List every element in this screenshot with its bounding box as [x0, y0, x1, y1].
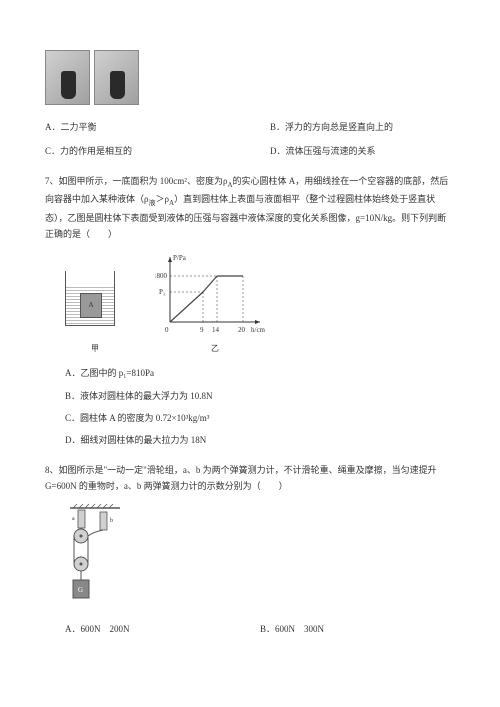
svg-text:1800: 1800: [155, 272, 168, 280]
svg-text:20: 20: [238, 326, 246, 334]
svg-text:a: a: [72, 516, 75, 522]
svg-text:9: 9: [200, 326, 204, 334]
q7-fig1-label: 甲: [65, 343, 125, 356]
q7-fig2-label: 乙: [155, 343, 275, 356]
q8-options-row: A．600N 200N B．600N 300N: [45, 622, 455, 636]
q8-option-a: A．600N 200N: [45, 622, 260, 636]
q7-figure-jia-wrap: A 甲: [65, 271, 125, 356]
q7-option-a: A．乙图中的 p₁=810Pa: [65, 366, 455, 380]
q7-option-b: B．液体对圆柱体的最大浮力为 10.8N: [65, 389, 455, 403]
q7-figure-yi-wrap: P/Pa h/cm 1800 P₁ 9 14 20 0 乙: [155, 252, 275, 356]
svg-text:14: 14: [212, 326, 220, 334]
q7-figure-jia: A: [65, 271, 125, 341]
q7-stem: 7、如图甲所示，一底面积为 100cm²、密度为ρA的实心圆柱体 A，用细线拴在…: [45, 173, 455, 242]
q7-option-d: D．细线对圆柱体的最大拉力为 18N: [65, 433, 455, 447]
q6-photo-1: [45, 50, 90, 105]
q7-figure-row: A 甲 P/Pa h/cm 1800 P₁ 9 14 20 0: [65, 252, 455, 356]
svg-text:P₁: P₁: [159, 288, 165, 296]
q8-pulley-figure: a b G: [65, 502, 135, 612]
svg-text:G: G: [78, 586, 83, 594]
svg-text:0: 0: [165, 326, 169, 334]
q8-option-b: B．600N 300N: [260, 622, 455, 636]
q8-stem: 8、如图所示是"一动一定"滑轮组，a、b 为两个弹簧测力计，不计滑轮重、绳重及摩…: [45, 462, 455, 494]
q6-option-c: C．力的作用是相互的: [45, 144, 230, 158]
q6-option-b: B．浮力的方向总是竖直向上的: [230, 120, 455, 134]
q7-option-c: C．圆柱体 A 的密度为 0.72×10³kg/m³: [65, 411, 455, 425]
svg-text:P/Pa: P/Pa: [173, 254, 187, 262]
q6-options-row-1: A．二力平衡 B．浮力的方向总是竖直向上的: [45, 120, 455, 134]
q6-options-row-2: C．力的作用是相互的 D．流体压强与流速的关系: [45, 144, 455, 158]
q6-image-row: [45, 50, 455, 105]
q6-option-a: A．二力平衡: [45, 120, 230, 134]
svg-text:h/cm: h/cm: [251, 326, 266, 334]
q7-graph: P/Pa h/cm 1800 P₁ 9 14 20 0: [155, 252, 275, 337]
q6-option-d: D．流体压强与流速的关系: [230, 144, 455, 158]
q7-block-a: A: [80, 293, 102, 318]
q6-photo-2: [94, 50, 139, 105]
svg-text:b: b: [110, 518, 113, 524]
